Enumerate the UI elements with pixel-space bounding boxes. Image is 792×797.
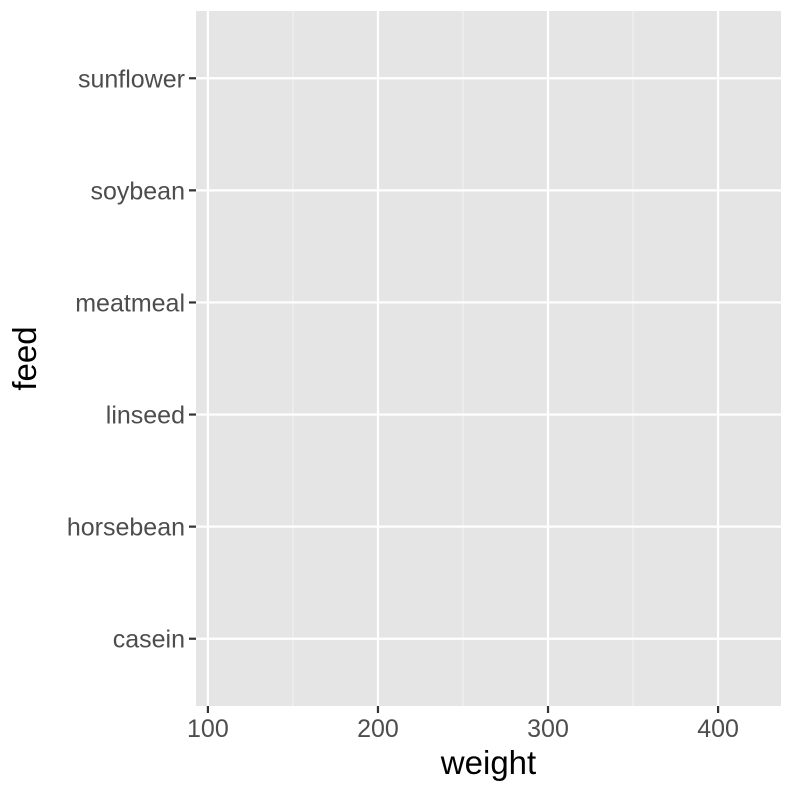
- x-tick-labels: 100 200 300 400: [187, 715, 739, 743]
- grid-minor: [292, 11, 634, 706]
- y-tick-label-horsebean: horsebean: [67, 514, 185, 542]
- x-tick-label: 300: [527, 715, 569, 743]
- plot-panel: [196, 11, 781, 706]
- y-tick-label-sunflower: sunflower: [78, 65, 185, 93]
- x-tick-label: 400: [697, 715, 739, 743]
- y-tick-label-meatmeal: meatmeal: [75, 289, 185, 317]
- tick-marks: [189, 77, 720, 713]
- y-tick-label-linseed: linseed: [106, 402, 185, 430]
- y-axis-title: feed: [6, 326, 43, 390]
- x-tick-label: 200: [357, 715, 399, 743]
- y-tick-label-casein: casein: [113, 626, 185, 654]
- x-axis-title: weight: [440, 744, 536, 781]
- y-tick-labels: casein horsebean linseed meatmeal soybean sun…: [67, 65, 185, 653]
- y-tick-label-soybean: soybean: [90, 177, 185, 205]
- x-tick-label: 100: [187, 715, 229, 743]
- grid-major: [196, 11, 781, 706]
